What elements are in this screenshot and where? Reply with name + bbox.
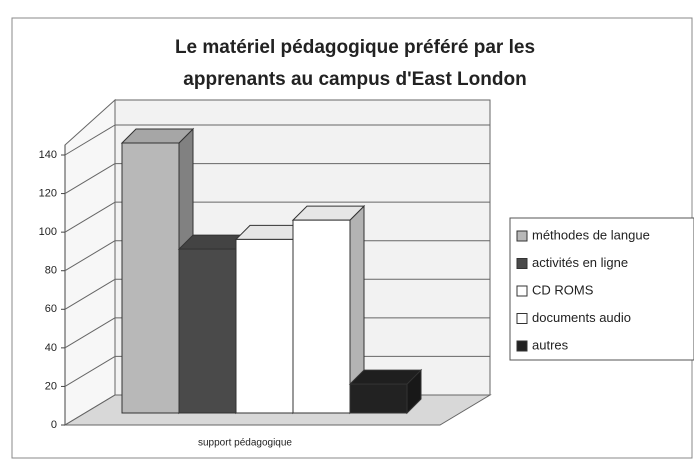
grid-line bbox=[64, 278, 116, 310]
y-tick-label: 40 bbox=[45, 342, 57, 354]
legend-swatch bbox=[516, 285, 528, 297]
grid-line bbox=[64, 394, 116, 426]
side-wall bbox=[64, 98, 116, 426]
bar bbox=[235, 238, 294, 414]
legend bbox=[509, 217, 694, 361]
y-tick-label: 60 bbox=[45, 303, 57, 315]
grid-line bbox=[64, 201, 116, 233]
legend-label: autres bbox=[532, 337, 569, 352]
legend-swatch bbox=[516, 258, 528, 269]
bar bbox=[349, 383, 408, 414]
y-tick-label: 100 bbox=[39, 226, 57, 238]
legend-swatch bbox=[516, 313, 528, 324]
grid-line bbox=[64, 163, 116, 195]
legend-label: documents audio bbox=[532, 310, 631, 325]
grid-line bbox=[64, 317, 116, 349]
y-tick-label: 120 bbox=[39, 187, 57, 199]
legend-label: méthodes de langue bbox=[532, 227, 650, 242]
grid-line bbox=[64, 355, 116, 387]
grid-line bbox=[64, 240, 116, 272]
legend-label: activités en ligne bbox=[532, 255, 628, 270]
legend-swatch bbox=[516, 340, 528, 352]
chart-title: Le matériel pédagogique préféré par les bbox=[175, 37, 535, 58]
bar bbox=[292, 219, 351, 414]
bar bbox=[178, 248, 237, 414]
y-tick-label: 80 bbox=[45, 265, 57, 277]
y-tick-label: 20 bbox=[45, 380, 57, 392]
y-tick-label: 140 bbox=[39, 149, 57, 161]
legend-swatch bbox=[516, 230, 528, 242]
y-tick-label: 0 bbox=[51, 419, 57, 431]
chart-title: apprenants au campus d'East London bbox=[183, 69, 526, 90]
legend-label: CD ROMS bbox=[532, 282, 594, 297]
grid-line bbox=[64, 124, 116, 156]
x-tick-label: support pédagogique bbox=[198, 438, 292, 449]
bar bbox=[121, 142, 180, 414]
